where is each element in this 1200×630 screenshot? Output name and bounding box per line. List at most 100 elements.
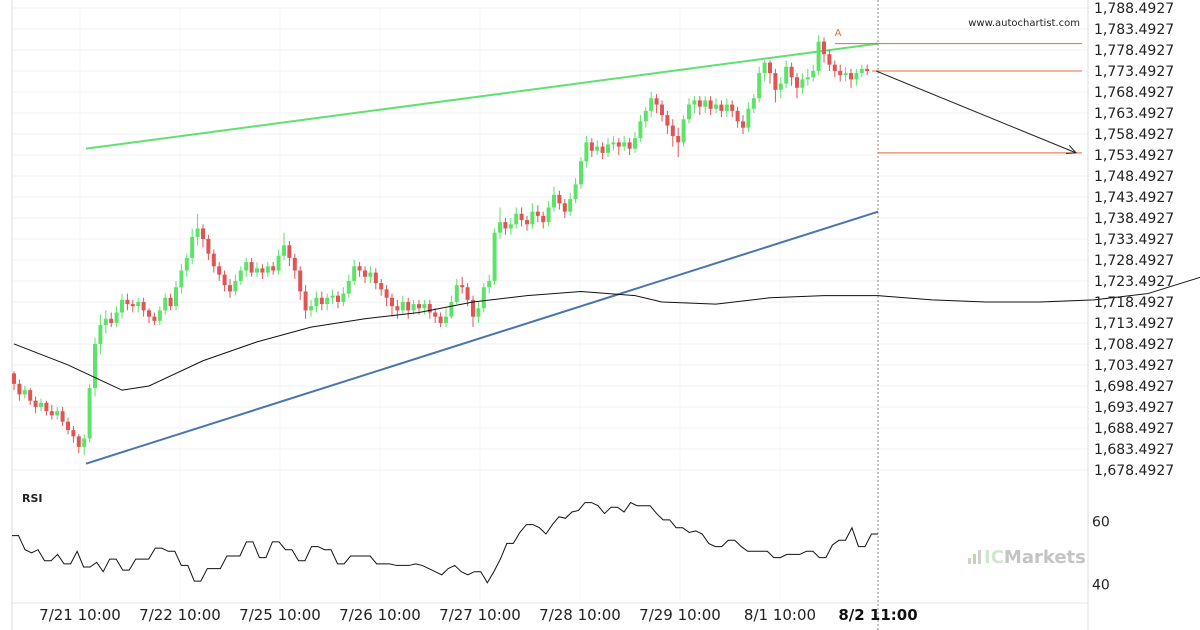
y-tick-label: 1,758.4927 <box>1094 127 1174 143</box>
candle <box>832 60 837 78</box>
candle <box>503 217 508 235</box>
candle <box>843 66 848 82</box>
candle <box>498 207 502 239</box>
candle <box>827 49 832 71</box>
candle <box>400 295 405 315</box>
y-tick-label: 1,708.4927 <box>1094 337 1174 353</box>
candle <box>514 207 519 229</box>
candle <box>82 434 87 456</box>
candle <box>692 96 697 113</box>
y-tick-label: 1,693.4927 <box>1094 400 1174 416</box>
candle <box>714 98 718 113</box>
candle <box>778 77 783 99</box>
candle <box>201 224 205 248</box>
candle <box>805 68 810 86</box>
y-tick-label: 1,723.4927 <box>1094 274 1174 290</box>
candle <box>449 295 454 319</box>
candle <box>379 278 384 296</box>
y-tick-label: 1,778.4927 <box>1094 43 1174 59</box>
candle <box>217 262 222 281</box>
moving-average-line <box>13 276 1200 391</box>
rsi-polyline <box>12 501 878 584</box>
x-tick-label: 7/28 10:00 <box>539 606 621 624</box>
candle <box>616 138 621 155</box>
candle <box>476 301 481 323</box>
candle <box>811 64 816 82</box>
candle <box>595 140 600 155</box>
candle <box>654 94 659 113</box>
y-tick-label: 1,763.4927 <box>1094 106 1174 122</box>
rsi-tick-label: 40 <box>1092 577 1110 593</box>
candle <box>735 106 740 128</box>
candle <box>141 297 146 317</box>
candle <box>325 293 330 311</box>
candle <box>492 228 497 286</box>
candle <box>730 100 735 118</box>
candle <box>454 278 459 305</box>
candle <box>865 64 870 76</box>
candle <box>795 73 799 99</box>
candle <box>627 138 632 155</box>
x-tick-label: 7/29 10:00 <box>639 606 721 624</box>
candle <box>136 297 141 313</box>
rsi-axis-labels: 60 40 <box>1092 514 1110 593</box>
candle <box>508 217 513 235</box>
y-tick-label: 1,738.4927 <box>1094 211 1174 227</box>
y-tick-label: 1,743.4927 <box>1094 190 1174 206</box>
candle <box>681 115 686 147</box>
candle <box>282 232 286 260</box>
candle <box>179 264 184 294</box>
candle <box>157 306 162 326</box>
candle <box>357 262 362 277</box>
candle <box>724 98 729 118</box>
candle <box>330 289 335 305</box>
candle <box>368 266 373 284</box>
candle <box>44 400 49 416</box>
candle <box>28 388 33 405</box>
candle <box>195 213 200 246</box>
candle <box>460 276 465 294</box>
candle <box>519 207 524 227</box>
candle <box>373 268 378 290</box>
candle <box>87 383 92 443</box>
candle <box>147 308 151 323</box>
brand-suffix: Markets <box>1004 547 1086 568</box>
x-tick-label: 7/22 10:00 <box>139 606 221 624</box>
candle <box>363 266 367 284</box>
candle <box>541 211 546 229</box>
candle <box>341 287 346 307</box>
candle <box>314 291 319 313</box>
x-tick-label: 8/1 10:00 <box>744 606 816 624</box>
candle <box>660 100 664 122</box>
brand-dots-icon <box>968 550 981 564</box>
candle <box>433 308 438 323</box>
rsi-line <box>12 501 878 584</box>
candle <box>552 186 556 212</box>
candle <box>838 64 843 82</box>
candle <box>444 308 448 328</box>
candle <box>854 68 859 86</box>
watermark-text: www.autochartist.com <box>968 18 1080 29</box>
candle <box>114 306 119 328</box>
candle <box>427 299 432 319</box>
candle <box>438 312 443 328</box>
candle <box>703 96 708 113</box>
candle <box>849 68 853 88</box>
candle <box>12 371 16 391</box>
candle <box>384 285 389 307</box>
candle <box>103 310 108 334</box>
candle <box>773 68 778 103</box>
candle <box>611 136 616 151</box>
candle <box>39 398 43 412</box>
candle <box>120 293 124 319</box>
candle <box>255 262 259 277</box>
y-tick-label: 1,688.4927 <box>1094 421 1174 437</box>
candle <box>670 119 675 147</box>
x-tick-label: 7/26 10:00 <box>339 606 421 624</box>
candle <box>93 337 97 397</box>
candle <box>352 259 357 286</box>
candle <box>206 234 211 260</box>
candle <box>762 60 767 82</box>
candle <box>390 293 394 317</box>
candle <box>211 249 216 273</box>
